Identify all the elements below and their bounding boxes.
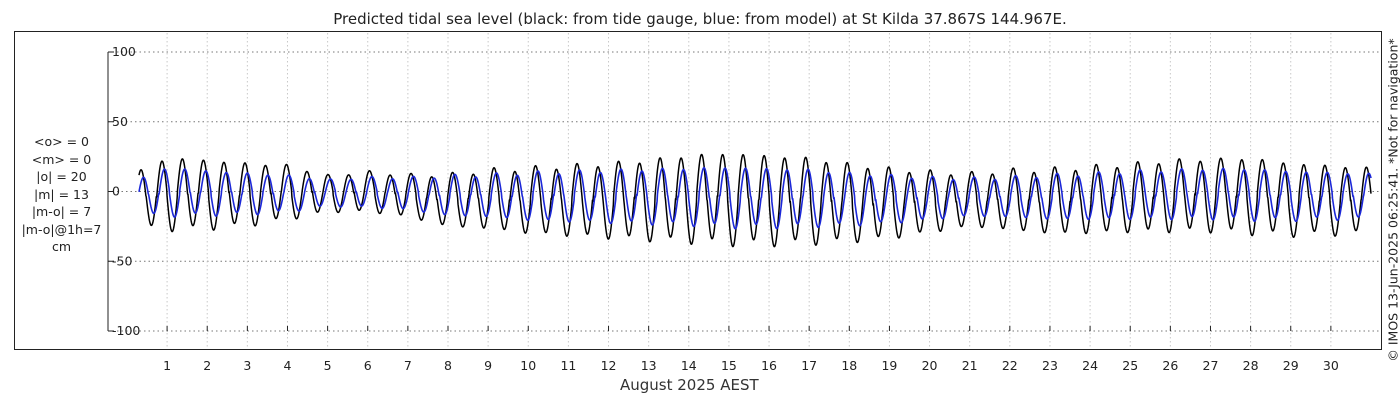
stat-abs-diff: |m-o| = 7 xyxy=(31,204,92,219)
x-tick-label: 14 xyxy=(681,358,697,373)
stat-abs-observed: |o| = 20 xyxy=(36,169,87,184)
x-tick-label: 25 xyxy=(1122,358,1138,373)
x-axis-label: August 2025 AEST xyxy=(620,376,759,394)
x-tick-label: 4 xyxy=(284,358,292,373)
x-tick-label: 17 xyxy=(801,358,817,373)
y-tick-label: 50 xyxy=(112,114,128,129)
model-series-line xyxy=(138,166,1372,230)
series xyxy=(138,153,1372,248)
y-tick-label: -100 xyxy=(112,323,140,338)
x-tick-label: 12 xyxy=(601,358,617,373)
x-tick-label: 13 xyxy=(641,358,657,373)
chart-title: Predicted tidal sea level (black: from t… xyxy=(333,10,1067,28)
x-tick-label: 29 xyxy=(1283,358,1299,373)
x-tick-label: 15 xyxy=(721,358,737,373)
stat-mean-observed: <o> = 0 xyxy=(34,134,89,149)
x-tick-label: 23 xyxy=(1042,358,1058,373)
x-tick-label: 5 xyxy=(324,358,332,373)
x-tick-label: 6 xyxy=(364,358,372,373)
statistics-panel: <o> = 0 <m> = 0 |o| = 20 |m| = 13 |m-o| … xyxy=(14,133,109,256)
plot-frame xyxy=(14,31,1382,350)
x-tick-label: 24 xyxy=(1082,358,1098,373)
x-tick-label: 20 xyxy=(922,358,938,373)
x-tick-label: 27 xyxy=(1203,358,1219,373)
grid-lines xyxy=(108,33,1381,348)
stat-unit: cm xyxy=(51,239,72,254)
axes xyxy=(107,51,1332,332)
x-tick-label: 1 xyxy=(163,358,171,373)
x-tick-label: 3 xyxy=(243,358,251,373)
stat-abs-model: |m| = 13 xyxy=(34,186,89,202)
x-tick-label: 10 xyxy=(520,358,536,373)
x-tick-label: 9 xyxy=(484,358,492,373)
x-tick-label: 11 xyxy=(560,358,576,373)
x-tick-label: 21 xyxy=(962,358,978,373)
x-tick-label: 18 xyxy=(841,358,857,373)
y-tick-label: 100 xyxy=(112,44,136,59)
x-tick-label: 28 xyxy=(1243,358,1259,373)
x-tick-label: 30 xyxy=(1323,358,1339,373)
y-tick-label: 0 xyxy=(112,184,120,199)
tide-gauge-series-line xyxy=(138,153,1372,248)
x-tick-label: 19 xyxy=(881,358,897,373)
y-tick-label: -50 xyxy=(112,253,132,268)
x-tick-label: 16 xyxy=(761,358,777,373)
stat-mean-model: <m> = 0 xyxy=(31,151,92,167)
x-tick-label: 7 xyxy=(404,358,412,373)
x-tick-label: 22 xyxy=(1002,358,1018,373)
x-tick-label: 8 xyxy=(444,358,452,373)
stat-abs-diff-1h: |m-o|@1h=7 xyxy=(21,221,102,237)
y-tick-labels: 100 50 0 -50 -100 xyxy=(112,44,140,338)
x-tick-label: 26 xyxy=(1162,358,1178,373)
x-tick-labels: 1 2 3 4 5 6 7 8 9 10 11 12 13 14 15 16 17 18 19 20 21 22 23 24 2… xyxy=(163,358,1339,373)
x-tick-label: 2 xyxy=(203,358,211,373)
copyright-note: © IMOS 13-Jun-2025 06:25:41. *Not for na… xyxy=(1385,38,1400,362)
